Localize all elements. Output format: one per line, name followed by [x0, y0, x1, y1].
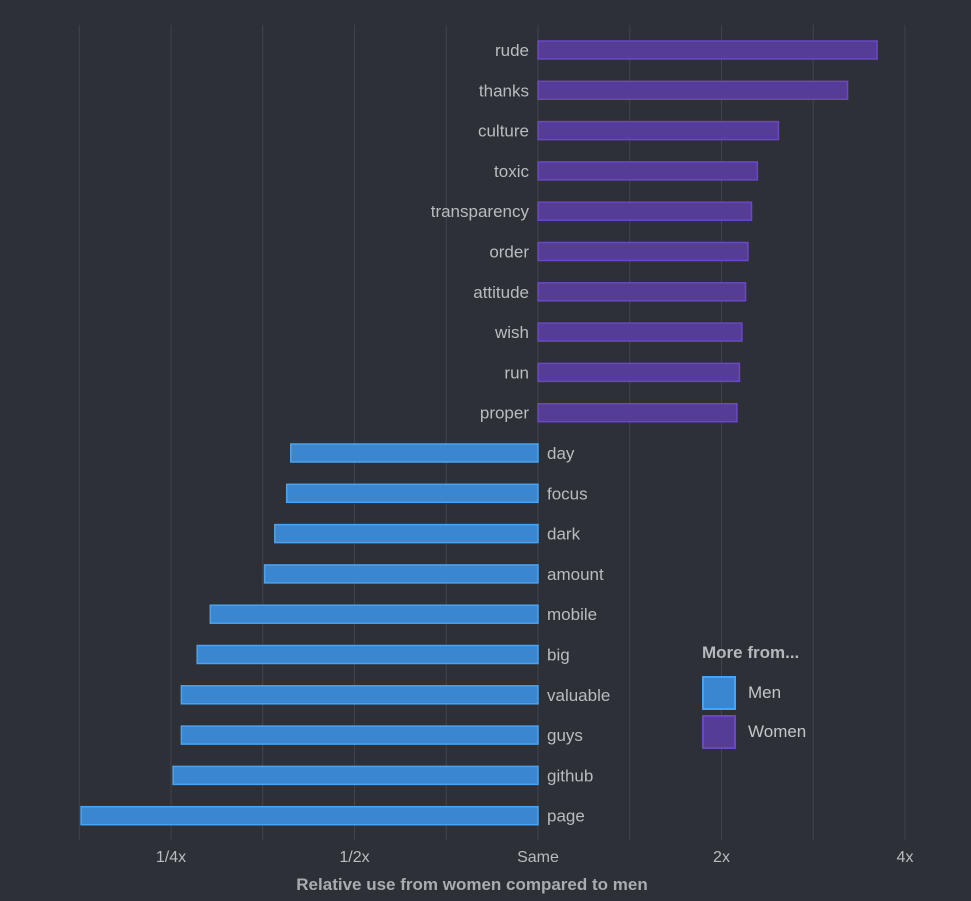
category-label-focus: focus [547, 484, 588, 503]
category-label-amount: amount [547, 565, 604, 584]
category-label-big: big [547, 646, 570, 665]
bars [80, 40, 878, 826]
category-label-valuable: valuable [547, 686, 610, 705]
category-label-page: page [547, 807, 585, 826]
x-tick-labels: 1/4x 1/2x Same 2x 4x [156, 849, 914, 866]
category-label-order: order [489, 243, 529, 262]
bar-day [290, 443, 539, 463]
category-label-transparency: transparency [431, 202, 530, 221]
legend-label-men: Men [748, 682, 782, 702]
category-label-rude: rude [495, 41, 529, 60]
bar-wish [537, 322, 743, 342]
category-label-culture: culture [478, 122, 529, 141]
bar-order [537, 241, 749, 262]
bar-mobile [209, 604, 539, 624]
bar-run [537, 362, 741, 383]
legend-label-women: Women [748, 721, 807, 741]
category-label-guys: guys [547, 726, 583, 745]
legend: More from... Men Women [702, 643, 806, 751]
category-label-attitude: attitude [473, 283, 529, 302]
category-label-thanks: thanks [479, 81, 529, 100]
legend-item-men: Men [702, 673, 806, 712]
bar-culture [537, 120, 780, 141]
category-label-day: day [547, 444, 575, 463]
bar-focus [285, 483, 539, 504]
category-label-github: github [547, 766, 593, 785]
category-label-run: run [504, 363, 529, 382]
x-axis-label: Relative use from women compared to men [296, 875, 647, 894]
bar-big [196, 644, 539, 665]
category-labels: rude thanks culture toxic transparency order a… [431, 41, 611, 826]
legend-title: More from... [702, 643, 800, 662]
x-tick-label: 1/2x [339, 849, 369, 866]
x-tick-label: 4x [897, 849, 914, 866]
bar-dark [274, 523, 539, 544]
bar-attitude [537, 282, 747, 302]
legend-swatch-women [702, 714, 736, 749]
bar-transparency [537, 201, 753, 221]
category-label-toxic: toxic [494, 162, 529, 181]
bar-toxic [537, 161, 759, 181]
bar-guys [180, 725, 539, 745]
bar-page [80, 805, 539, 826]
category-label-dark: dark [547, 525, 581, 544]
bar-valuable [180, 685, 539, 705]
category-label-proper: proper [480, 404, 529, 423]
x-tick-label: 1/4x [156, 849, 186, 866]
category-label-wish: wish [494, 323, 529, 342]
bar-amount [263, 564, 539, 584]
legend-swatch-men [702, 675, 736, 710]
bar-proper [537, 402, 738, 423]
x-tick-label: Same [517, 849, 559, 866]
bar-thanks [537, 80, 849, 101]
legend-item-women: Women [702, 712, 806, 751]
grid-lines [78, 25, 906, 840]
bar-rude [537, 40, 878, 60]
x-tick-label: 2x [713, 849, 730, 866]
category-label-mobile: mobile [547, 605, 597, 624]
bar-github [172, 765, 539, 786]
